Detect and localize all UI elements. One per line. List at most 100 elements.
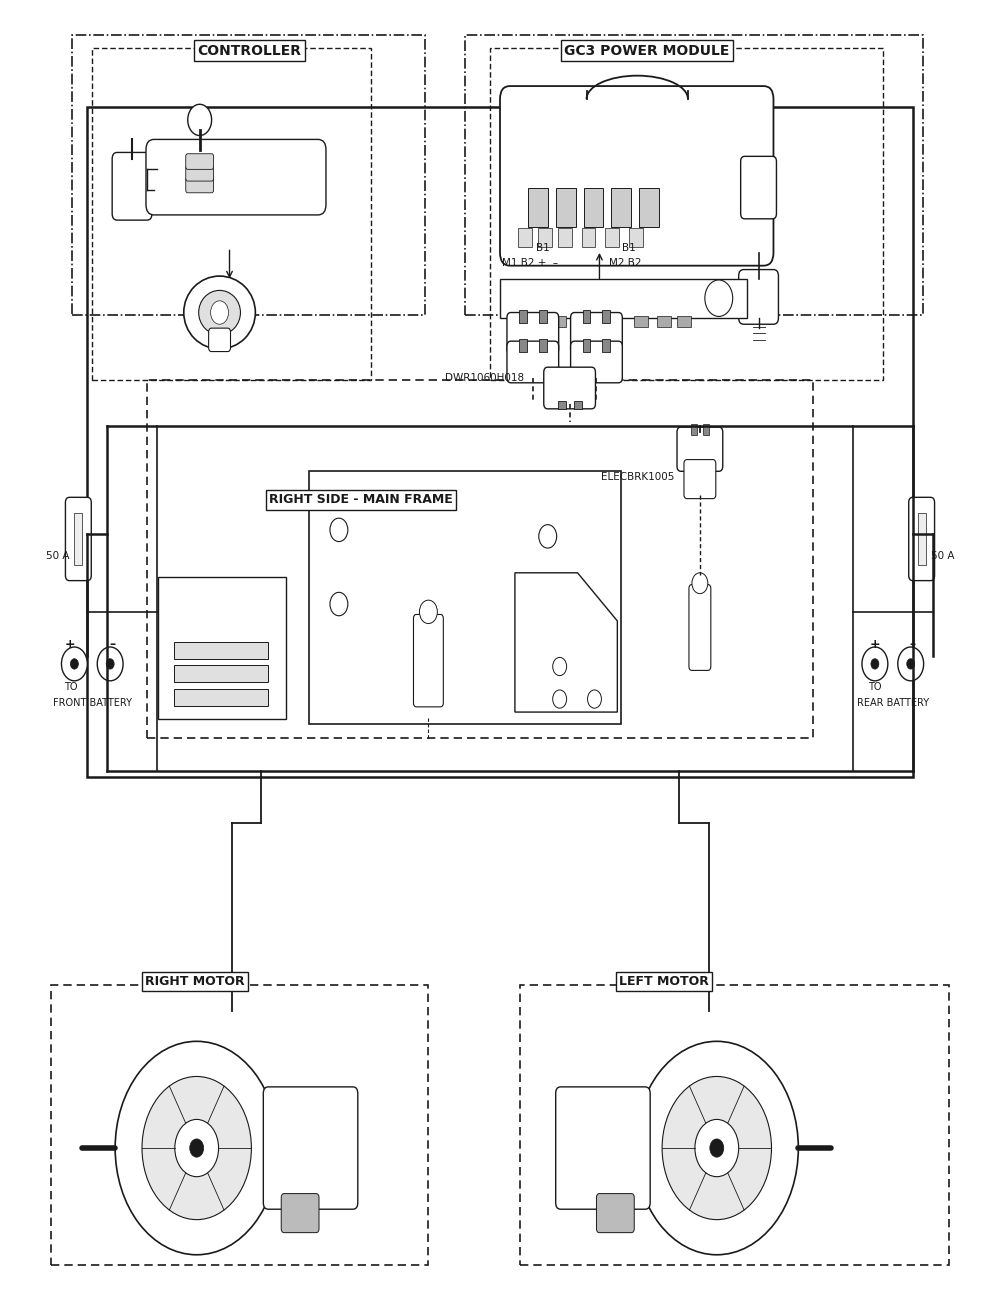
Bar [602, 310, 610, 323]
Bar [174, 665, 268, 682]
Bar [520, 985, 949, 1265]
Circle shape [70, 659, 78, 669]
Ellipse shape [199, 290, 240, 335]
Bar [584, 188, 603, 226]
Text: B1: B1 [622, 243, 636, 252]
Bar [465, 35, 923, 315]
FancyBboxPatch shape [684, 460, 716, 499]
Bar [602, 339, 610, 352]
Bar [519, 339, 527, 352]
FancyBboxPatch shape [186, 154, 214, 170]
Text: ELECBRK1005: ELECBRK1005 [601, 472, 674, 481]
Circle shape [188, 105, 212, 136]
Circle shape [710, 1138, 724, 1157]
Bar [583, 339, 590, 352]
Circle shape [97, 647, 123, 681]
Circle shape [115, 1042, 278, 1255]
Bar [677, 316, 691, 327]
FancyBboxPatch shape [507, 312, 559, 354]
Text: FRONT BATTERY: FRONT BATTERY [53, 698, 132, 708]
FancyBboxPatch shape [500, 86, 773, 265]
Bar [532, 316, 546, 327]
Circle shape [539, 524, 557, 548]
Ellipse shape [184, 276, 255, 349]
Bar [87, 107, 913, 778]
Bar [72, 35, 425, 315]
Circle shape [695, 1119, 739, 1176]
Text: DWR1060H018: DWR1060H018 [445, 372, 524, 383]
Circle shape [211, 301, 229, 324]
Bar [74, 512, 82, 565]
Bar [918, 512, 926, 565]
FancyBboxPatch shape [186, 178, 214, 193]
FancyBboxPatch shape [909, 498, 935, 580]
FancyBboxPatch shape [263, 1087, 358, 1209]
Text: GC3 POWER MODULE: GC3 POWER MODULE [564, 44, 730, 58]
Circle shape [635, 1042, 798, 1255]
Bar [591, 316, 605, 327]
Bar [574, 401, 582, 409]
FancyBboxPatch shape [309, 472, 621, 724]
Text: M2 B2: M2 B2 [609, 259, 642, 268]
Circle shape [692, 572, 708, 593]
Circle shape [862, 647, 888, 681]
Circle shape [553, 690, 567, 708]
Bar [519, 310, 527, 323]
FancyBboxPatch shape [544, 367, 595, 409]
FancyBboxPatch shape [689, 584, 711, 670]
Bar [490, 48, 883, 380]
Bar [51, 985, 428, 1265]
Circle shape [330, 592, 348, 616]
Circle shape [898, 647, 924, 681]
Bar [552, 316, 566, 327]
Bar [147, 380, 813, 738]
Text: –: – [109, 638, 115, 651]
Circle shape [553, 657, 567, 676]
Bar [556, 188, 576, 226]
Circle shape [705, 280, 733, 316]
Bar [500, 278, 747, 318]
Bar [538, 227, 552, 247]
Bar [572, 316, 586, 327]
Text: RIGHT SIDE - MAIN FRAME: RIGHT SIDE - MAIN FRAME [269, 494, 453, 506]
FancyBboxPatch shape [65, 498, 91, 580]
FancyBboxPatch shape [146, 140, 326, 214]
Text: LEFT MOTOR: LEFT MOTOR [619, 975, 709, 988]
Circle shape [142, 1077, 251, 1219]
Bar [92, 48, 371, 380]
FancyBboxPatch shape [112, 153, 152, 220]
Text: TO: TO [64, 682, 77, 693]
Circle shape [61, 647, 87, 681]
Text: 50 A: 50 A [46, 550, 69, 561]
FancyBboxPatch shape [596, 1193, 634, 1233]
Circle shape [907, 659, 915, 669]
FancyBboxPatch shape [677, 427, 723, 472]
Text: B1: B1 [536, 243, 550, 252]
Bar [174, 642, 268, 659]
Text: RIGHT MOTOR: RIGHT MOTOR [145, 975, 245, 988]
FancyBboxPatch shape [571, 341, 622, 383]
Polygon shape [515, 572, 617, 712]
Circle shape [588, 690, 601, 708]
Text: CONTROLLER: CONTROLLER [197, 44, 301, 58]
Text: –: – [910, 638, 916, 651]
FancyBboxPatch shape [413, 614, 443, 707]
Circle shape [175, 1119, 219, 1176]
Bar [539, 310, 547, 323]
Circle shape [662, 1077, 771, 1219]
Bar [634, 316, 648, 327]
Bar [639, 188, 659, 226]
Bar [558, 401, 566, 409]
FancyBboxPatch shape [741, 157, 776, 218]
FancyBboxPatch shape [739, 269, 778, 324]
Bar [518, 227, 532, 247]
Bar [703, 425, 709, 435]
Text: M1 B2 +  –: M1 B2 + – [502, 259, 558, 268]
Bar [512, 316, 526, 327]
Bar [539, 339, 547, 352]
Circle shape [330, 518, 348, 541]
Bar [657, 316, 671, 327]
Circle shape [539, 626, 557, 650]
Text: 50 A: 50 A [931, 550, 954, 561]
Bar [528, 188, 548, 226]
